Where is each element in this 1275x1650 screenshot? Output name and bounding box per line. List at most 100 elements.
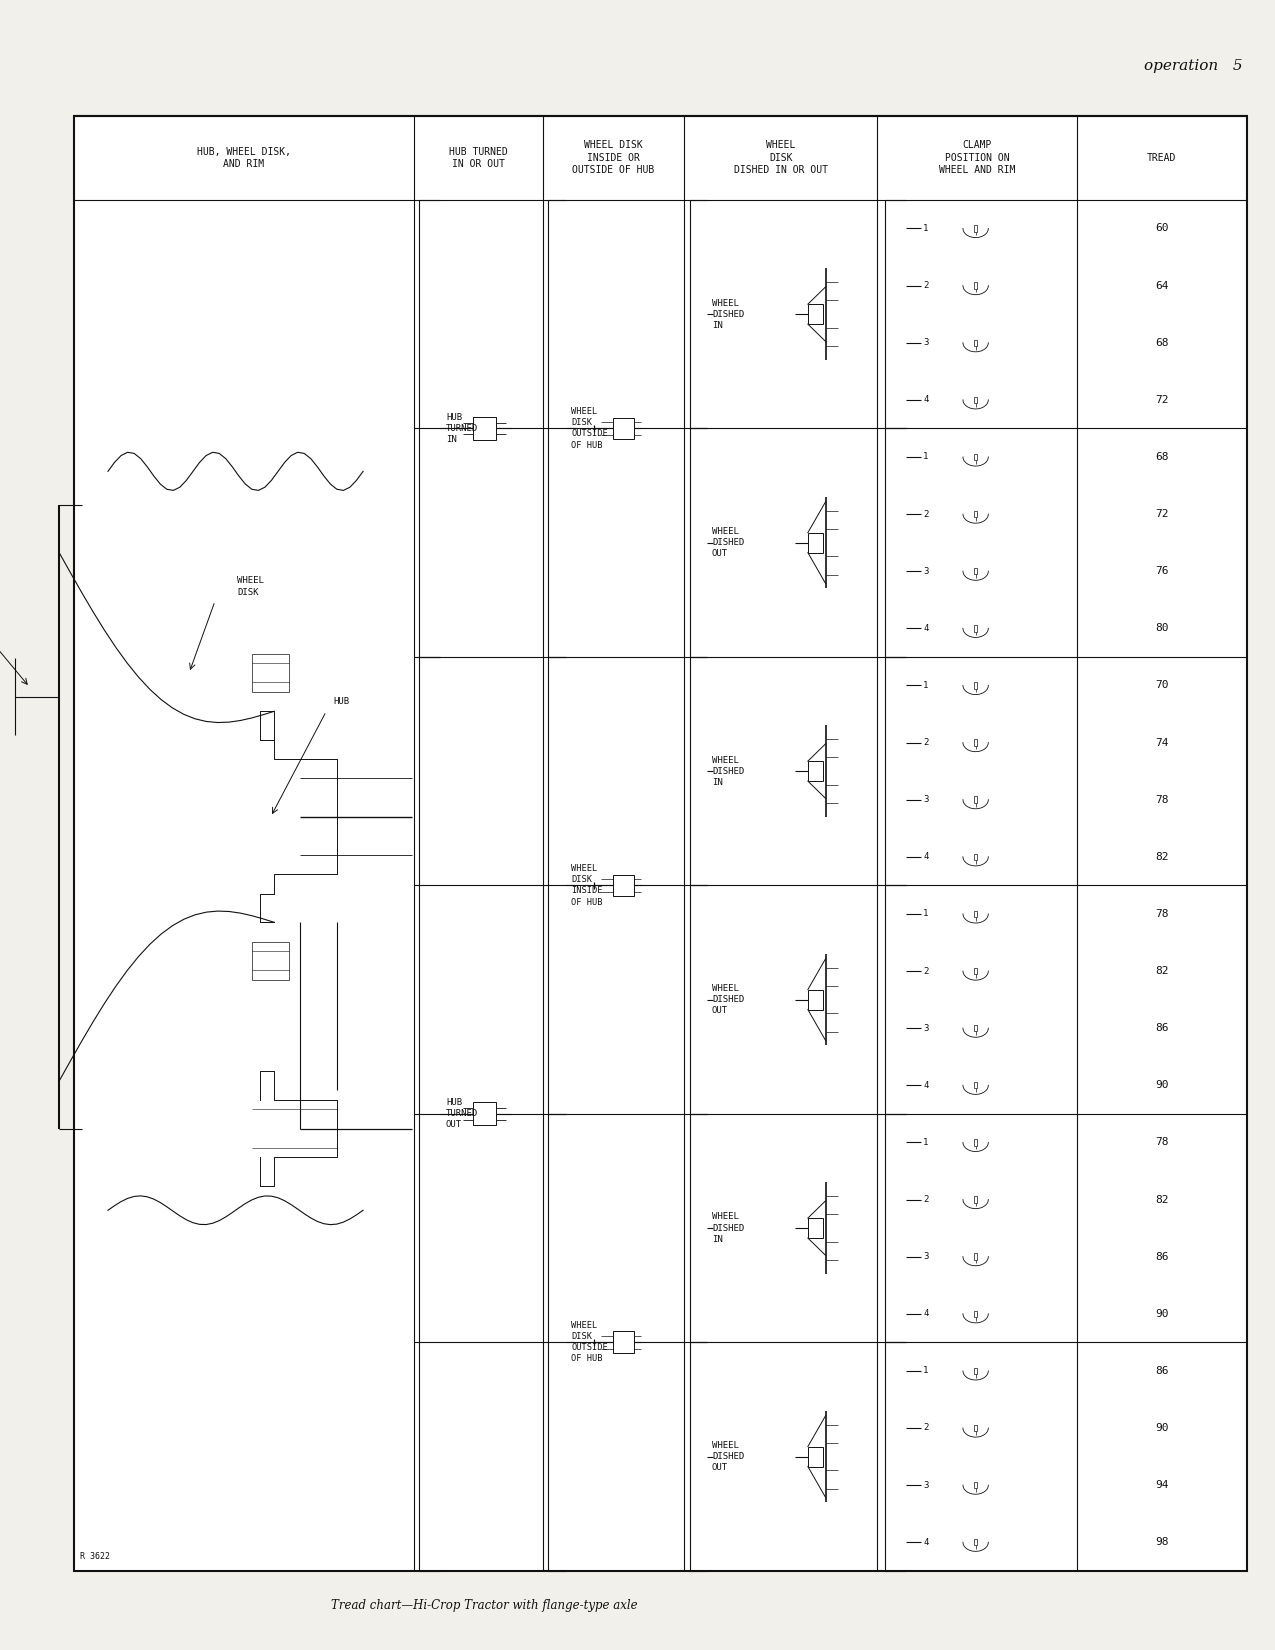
Text: WHEEL
DISK
INSIDE
OF HUB: WHEEL DISK INSIDE OF HUB [571, 865, 603, 906]
Bar [974, 853, 978, 860]
Text: CLAMP
POSITION ON
WHEEL AND RIM: CLAMP POSITION ON WHEEL AND RIM [938, 140, 1015, 175]
Bar [974, 1196, 978, 1203]
Bar [974, 396, 978, 403]
Text: 64: 64 [1155, 280, 1169, 290]
Bar [974, 1254, 978, 1261]
Text: 90: 90 [1155, 1081, 1169, 1091]
Bar [974, 681, 978, 688]
Text: 4: 4 [923, 1308, 928, 1318]
Bar [613, 874, 634, 896]
Text: 90: 90 [1155, 1308, 1169, 1318]
Text: 86: 86 [1155, 1023, 1169, 1033]
Text: 74: 74 [1155, 738, 1169, 747]
Bar [974, 340, 978, 346]
Text: WHEEL
DISHED
OUT: WHEEL DISHED OUT [711, 983, 745, 1015]
Text: 90: 90 [1155, 1422, 1169, 1432]
Bar [974, 969, 978, 974]
Text: 76: 76 [1155, 566, 1169, 576]
Bar [252, 653, 289, 691]
Bar [974, 568, 978, 574]
Text: 82: 82 [1155, 851, 1169, 861]
Text: WHEEL
DISHED
OUT: WHEEL DISHED OUT [711, 526, 745, 558]
Text: WHEEL
DISHED
IN: WHEEL DISHED IN [711, 299, 745, 330]
Text: WHEEL
DISK
OUTSIDE
OF HUB: WHEEL DISK OUTSIDE OF HUB [571, 408, 608, 449]
Text: 4: 4 [923, 624, 928, 634]
Text: 4: 4 [923, 1538, 928, 1546]
Text: 4: 4 [923, 1081, 928, 1089]
Bar [808, 1218, 824, 1238]
Bar [613, 1332, 634, 1353]
Text: 72: 72 [1155, 510, 1169, 520]
Text: 4: 4 [923, 853, 928, 861]
Text: 2: 2 [923, 967, 928, 975]
Bar [473, 1102, 496, 1125]
Bar [974, 625, 978, 632]
Bar [74, 116, 1247, 1571]
Text: 68: 68 [1155, 452, 1169, 462]
Text: HUB
TURNED
IN: HUB TURNED IN [446, 412, 478, 444]
Text: WHEEL
DISHED
OUT: WHEEL DISHED OUT [711, 1440, 745, 1472]
Text: 82: 82 [1155, 965, 1169, 977]
Text: 1: 1 [923, 452, 928, 462]
Text: 98: 98 [1155, 1538, 1169, 1548]
Bar [974, 454, 978, 460]
Text: 3: 3 [923, 1480, 928, 1490]
Text: 3: 3 [923, 795, 928, 804]
Bar [974, 226, 978, 231]
Bar [613, 417, 634, 439]
Text: 2: 2 [923, 1195, 928, 1204]
Bar [974, 1368, 978, 1374]
Bar [808, 990, 824, 1010]
Text: 1: 1 [923, 1366, 928, 1376]
Text: 68: 68 [1155, 338, 1169, 348]
Text: 60: 60 [1155, 223, 1169, 233]
Text: 94: 94 [1155, 1480, 1169, 1490]
Text: 80: 80 [1155, 624, 1169, 634]
Text: 3: 3 [923, 338, 928, 346]
Text: HUB
TURNED
OUT: HUB TURNED OUT [446, 1099, 478, 1130]
Text: HUB: HUB [334, 698, 349, 706]
Bar [808, 533, 824, 553]
Bar [974, 512, 978, 516]
Bar [974, 1426, 978, 1431]
Text: Tread chart—Hi-Crop Tractor with flange-type axle: Tread chart—Hi-Crop Tractor with flange-… [332, 1599, 638, 1612]
Text: 1: 1 [923, 909, 928, 919]
Bar [974, 797, 978, 804]
Bar [808, 761, 824, 780]
Bar [473, 417, 496, 441]
Text: 2: 2 [923, 510, 928, 518]
Text: HUB, WHEEL DISK,
AND RIM: HUB, WHEEL DISK, AND RIM [198, 147, 291, 168]
Text: 4: 4 [923, 396, 928, 404]
Text: R 3622: R 3622 [80, 1553, 111, 1561]
Text: operation   5: operation 5 [1145, 59, 1243, 73]
Text: 72: 72 [1155, 394, 1169, 404]
Bar [974, 1025, 978, 1031]
Bar [974, 282, 978, 289]
Bar [974, 911, 978, 917]
Bar [808, 304, 824, 323]
Text: 3: 3 [923, 566, 928, 576]
Bar [974, 1482, 978, 1488]
Text: 78: 78 [1155, 909, 1169, 919]
Bar [974, 1310, 978, 1317]
Bar [974, 1138, 978, 1145]
Text: 1: 1 [923, 1138, 928, 1147]
Text: 1: 1 [923, 681, 928, 690]
Text: TREAD: TREAD [1148, 153, 1177, 163]
Text: 86: 86 [1155, 1252, 1169, 1262]
Text: 86: 86 [1155, 1366, 1169, 1376]
Text: 3: 3 [923, 1023, 928, 1033]
Text: HUB TURNED
IN OR OUT: HUB TURNED IN OR OUT [449, 147, 507, 168]
Text: 78: 78 [1155, 795, 1169, 805]
Text: WHEEL
DISK: WHEEL DISK [237, 576, 264, 597]
Text: WHEEL DISK
INSIDE OR
OUTSIDE OF HUB: WHEEL DISK INSIDE OR OUTSIDE OF HUB [572, 140, 654, 175]
Text: WHEEL
DISK
DISHED IN OR OUT: WHEEL DISK DISHED IN OR OUT [733, 140, 827, 175]
Text: 2: 2 [923, 280, 928, 290]
Text: 82: 82 [1155, 1195, 1169, 1204]
Text: 2: 2 [923, 1424, 928, 1432]
Text: 70: 70 [1155, 680, 1169, 690]
Text: WHEEL
DISHED
IN: WHEEL DISHED IN [711, 1213, 745, 1244]
Bar [974, 1082, 978, 1089]
Bar [974, 739, 978, 746]
Bar [974, 1539, 978, 1546]
